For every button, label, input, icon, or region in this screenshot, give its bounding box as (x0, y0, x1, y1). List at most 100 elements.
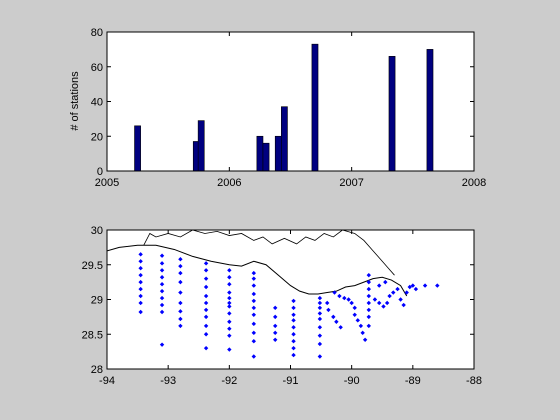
station-point (317, 354, 323, 359)
station-point (227, 304, 232, 309)
station-point (273, 330, 278, 336)
histogram-bar (134, 125, 141, 172)
station-point (227, 275, 232, 280)
station-point (159, 342, 165, 347)
station-point (366, 286, 371, 292)
station-point (413, 286, 419, 292)
station-point (251, 276, 256, 281)
station-point (342, 295, 347, 301)
station-point (178, 309, 183, 314)
station-point (138, 272, 143, 278)
station-point (159, 253, 165, 258)
station-point (387, 293, 392, 299)
map-x-tick-label: -88 (466, 375, 482, 387)
station-point (251, 330, 256, 336)
station-point (346, 297, 351, 302)
station-point (325, 300, 330, 306)
station-point (273, 314, 278, 320)
station-point (352, 305, 357, 311)
station-point (383, 279, 388, 285)
station-point (159, 275, 165, 280)
station-point (159, 309, 165, 315)
station-point (317, 300, 323, 306)
station-point (159, 295, 165, 301)
histogram-x-tick-label: 2008 (462, 177, 486, 189)
station-point (291, 318, 296, 323)
histogram-y-axis-label: # of stations (69, 71, 81, 131)
map-y-tick-label: 30 (91, 225, 103, 237)
station-point (138, 252, 143, 257)
station-point (203, 293, 209, 299)
station-point (203, 300, 209, 306)
station-point (178, 256, 183, 262)
station-point (391, 290, 396, 295)
station-point (360, 330, 365, 336)
station-point (203, 314, 209, 320)
station-point (251, 270, 256, 276)
histogram-bar (281, 106, 288, 172)
station-point (203, 332, 209, 337)
station-point (404, 290, 409, 295)
station-point (138, 300, 143, 306)
station-map-chart: -94 -93 -92 -91 -90 -89 -88 28 28.5 29 29.5 30 (82, 225, 482, 387)
histogram-bar (262, 142, 270, 172)
station-point (178, 323, 183, 329)
station-point (366, 307, 371, 313)
station-point (227, 319, 232, 324)
station-point (407, 284, 412, 290)
histogram-y-tick-label: 80 (91, 27, 103, 39)
station-point (317, 333, 323, 338)
map-x-ticks: -94 -93 -92 -91 -90 -89 -88 (99, 230, 482, 387)
station-point (358, 323, 364, 329)
station-point (251, 283, 256, 288)
map-y-tick-label: 28 (91, 364, 103, 376)
station-point (349, 300, 354, 306)
station-point (352, 312, 357, 317)
station-point (338, 325, 343, 330)
station-point (332, 290, 337, 295)
station-point (395, 286, 400, 292)
station-point (227, 295, 232, 301)
map-y-ticks: 28 28.5 29 29.5 30 (82, 225, 474, 376)
station-point (376, 300, 382, 306)
station-point (159, 261, 165, 266)
station-point (366, 293, 371, 299)
coastline (107, 244, 408, 297)
station-point (138, 279, 143, 285)
histogram-y-tick-label: 60 (91, 62, 103, 74)
histogram-bar (197, 120, 205, 172)
station-point (227, 282, 232, 287)
station-point (422, 283, 428, 288)
station-point (362, 337, 368, 343)
land-outline (143, 230, 395, 276)
station-point (203, 345, 209, 351)
station-point (384, 300, 390, 306)
histogram-bar (426, 49, 434, 172)
station-point (317, 295, 323, 301)
station-point (366, 300, 371, 306)
station-point (159, 288, 165, 294)
histogram-y-tick-label: 20 (91, 131, 103, 143)
histogram-bar (388, 56, 396, 172)
station-point (355, 318, 360, 323)
station-point (251, 321, 256, 327)
station-point (291, 298, 296, 304)
station-points (138, 252, 440, 359)
map-x-tick-label: -94 (99, 375, 115, 387)
station-point (178, 263, 183, 269)
histogram-x-ticks: 2005 2006 2007 2008 (95, 32, 486, 189)
station-point (251, 298, 256, 304)
station-point (178, 270, 183, 276)
station-point (251, 312, 256, 317)
station-point (381, 304, 386, 309)
station-point (227, 333, 232, 338)
station-point (227, 268, 232, 273)
station-point (410, 283, 416, 288)
station-point (291, 345, 296, 351)
station-point (159, 302, 165, 308)
station-point (273, 305, 278, 311)
stations-histogram-chart: 2005 2006 2007 2008 0 20 40 60 80 # of stations (69, 27, 486, 189)
station-point (398, 297, 403, 302)
histogram-bar (256, 135, 264, 172)
